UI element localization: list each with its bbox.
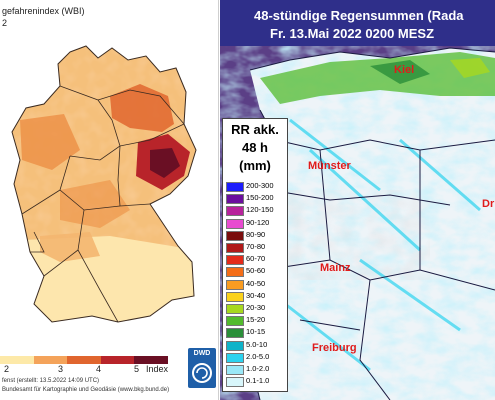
- radar-legend-label: 20-30: [246, 303, 266, 312]
- radar-legend-swatch: [226, 340, 244, 351]
- wbi-scale-label-4: 4: [96, 364, 102, 374]
- radar-legend-row: 60-70: [226, 254, 286, 266]
- radar-legend-title-2: 48 h: [241, 140, 268, 155]
- radar-legend-label: 60-70: [246, 254, 266, 264]
- radar-legend-title-1: RR akk.: [231, 122, 279, 137]
- radar-legend-label: 5.0-10: [246, 339, 268, 349]
- wbi-scale-label-5: 5: [134, 364, 140, 374]
- radar-legend-title-3: (mm): [239, 158, 271, 173]
- radar-legend-label: 30-40: [246, 290, 266, 300]
- radar-legend-swatch: [226, 291, 244, 302]
- wbi-state-borders: [11, 45, 197, 323]
- radar-legend-row: 80-90: [226, 230, 286, 241]
- radar-legend-label: 1.0-2.0: [246, 364, 270, 373]
- radar-legend-row: 20-30: [226, 303, 286, 314]
- radar-legend-label: 150-200: [246, 193, 274, 203]
- radar-legend-swatch: [226, 377, 244, 388]
- wbi-footer-line-2: Bundesamt für Kartographie und Geodäsie …: [2, 387, 170, 393]
- radar-legend-label: 50-60: [246, 266, 266, 276]
- radar-legend-row: 0.1-1.0: [226, 376, 286, 388]
- radar-legend-swatch: [226, 279, 244, 290]
- radar-grey-band: [280, 190, 430, 280]
- radar-legend-row: 90-120: [226, 218, 286, 229]
- radar-legend-label: 15-20: [246, 315, 266, 325]
- radar-legend-label: 80-90: [246, 229, 266, 239]
- radar-legend-row: 40-50: [226, 279, 286, 290]
- city-label-munster: Münster: [308, 160, 351, 172]
- radar-legend-row: 30-40: [226, 291, 286, 302]
- radar-legend-label: 40-50: [246, 278, 266, 288]
- radar-legend-row: 70-80: [226, 242, 286, 253]
- radar-green-band: [260, 52, 495, 104]
- radar-legend-label: 0.1-1.0: [246, 376, 270, 386]
- radar-legend-row: 15-20: [226, 315, 286, 327]
- wbi-scale-label-index: Index: [146, 364, 169, 374]
- city-label-mainz: Mainz: [320, 262, 351, 274]
- radar-legend-swatch: [226, 255, 244, 266]
- radar-legend-row: 120-150: [226, 205, 286, 217]
- wbi-scale-label-2: 2: [4, 364, 10, 374]
- radar-legend-label: 120-150: [246, 205, 274, 215]
- radar-legend-row: 50-60: [226, 266, 286, 278]
- city-label-dresden: Dr: [482, 198, 495, 210]
- wbi-scale-label-3: 3: [58, 364, 64, 374]
- radar-legend-label: 70-80: [246, 242, 266, 251]
- wbi-scale-swatch-5: [134, 356, 168, 364]
- wbi-subtitle: 2: [2, 18, 8, 28]
- radar-legend-swatch: [226, 328, 244, 339]
- radar-legend-row: 150-200: [226, 193, 286, 205]
- radar-legend-row: 10-15: [226, 327, 286, 339]
- radar-legend: RR akk. 48 h (mm) 200-300 150-200 120-150 9…: [222, 118, 288, 392]
- radar-legend-label: 2.0-5.0: [246, 351, 270, 361]
- radar-legend-label: 90-120: [246, 217, 270, 227]
- radar-title-line-2: Fr. 13.Mai 2022 0200 MESZ: [270, 26, 435, 41]
- wbi-scale-swatch-4: [100, 356, 135, 364]
- radar-legend-swatch: [226, 267, 244, 278]
- radar-blue-streaks: [279, 118, 481, 372]
- radar-legend-swatch: [226, 304, 244, 314]
- radar-legend-swatch: [226, 230, 244, 241]
- radar-legend-swatch: [226, 194, 244, 205]
- wbi-scale-swatch-1: [0, 356, 34, 364]
- wbi-map-fill: [12, 46, 196, 322]
- radar-legend-swatch: [226, 218, 244, 229]
- wbi-scale-swatch-3: [67, 356, 101, 364]
- radar-legend-swatch: [226, 243, 244, 253]
- city-label-freiburg: Freiburg: [312, 342, 357, 354]
- radar-legend-label: 10-15: [246, 327, 266, 337]
- radar-legend-row: 1.0-2.0: [226, 364, 286, 375]
- wbi-map-panel: gefahrenindex (WBI) 2 2 3 4 5 Index fens…: [0, 0, 219, 400]
- radar-legend-swatch: [226, 316, 244, 327]
- radar-legend-row: 2.0-5.0: [226, 352, 286, 363]
- wbi-scale-bar: [0, 356, 168, 364]
- radar-legend-row: 200-300: [226, 181, 286, 192]
- radar-legend-label: 200-300: [246, 181, 274, 190]
- wbi-scale-swatch-2: [33, 356, 68, 364]
- wbi-map: [11, 45, 197, 323]
- radar-title-bar: [220, 0, 495, 46]
- radar-title-line-1: 48-stündige Regensummen (Rada: [254, 8, 464, 23]
- radar-legend-row: 5.0-10: [226, 340, 286, 351]
- radar-legend-swatch: [226, 206, 244, 217]
- city-label-kiel: Kiel: [394, 64, 415, 76]
- radar-legend-swatch: [226, 352, 244, 363]
- radar-legend-swatch: [226, 182, 244, 192]
- wbi-footer-line-1: fenst (erstellt: 13.5.2022 14:09 UTC): [2, 378, 100, 384]
- dwd-swirl-icon: [192, 363, 212, 383]
- radar-legend-swatch: [226, 365, 244, 375]
- dwd-logo: DWD: [188, 348, 216, 388]
- wbi-title: gefahrenindex (WBI): [2, 6, 85, 16]
- dwd-logo-text: DWD: [193, 350, 211, 357]
